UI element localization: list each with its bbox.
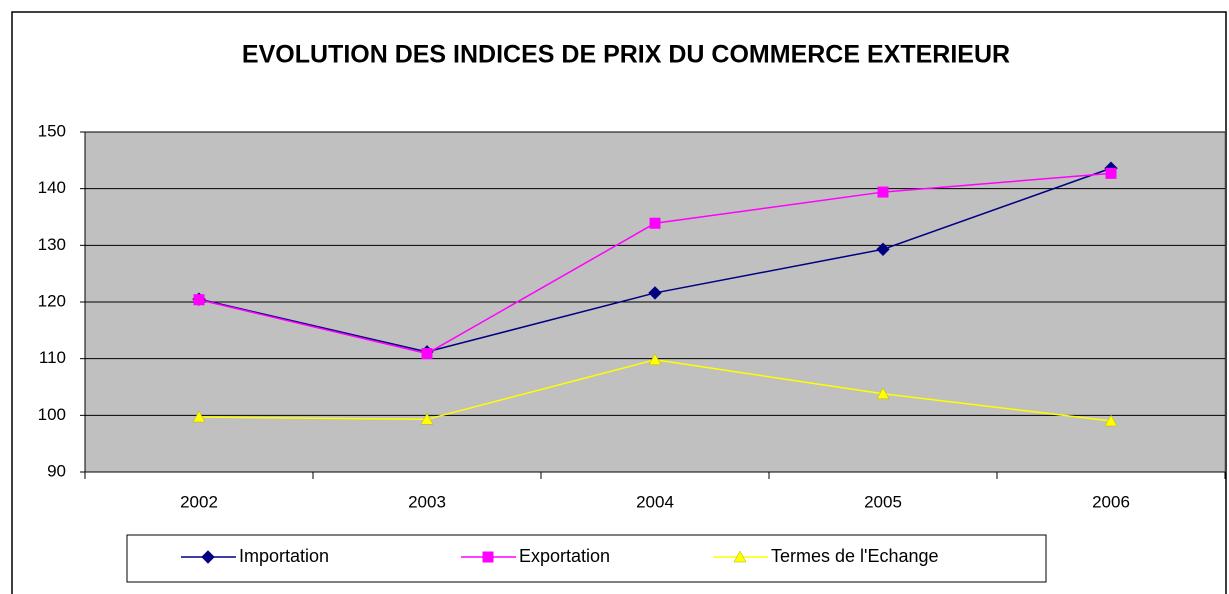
marker bbox=[876, 387, 890, 400]
y-tick-label: 130 bbox=[38, 235, 66, 254]
y-tick-label: 90 bbox=[47, 461, 66, 480]
y-tick-label: 150 bbox=[38, 121, 66, 140]
y-tick-label: 100 bbox=[38, 405, 66, 424]
marker bbox=[649, 217, 661, 229]
marker bbox=[1104, 414, 1118, 427]
marker bbox=[192, 410, 206, 423]
marker bbox=[420, 412, 434, 425]
legend-label: Importation bbox=[239, 546, 329, 566]
marker bbox=[733, 550, 747, 563]
x-tick-label: 2004 bbox=[636, 492, 674, 511]
marker bbox=[482, 551, 494, 563]
marker bbox=[648, 286, 662, 300]
marker bbox=[877, 186, 889, 198]
y-tick-label: 140 bbox=[38, 178, 66, 197]
marker bbox=[876, 242, 890, 257]
y-tick-label: 110 bbox=[39, 348, 66, 367]
marker bbox=[193, 294, 205, 306]
legend bbox=[126, 534, 1047, 583]
x-tick-label: 2003 bbox=[408, 492, 446, 511]
marker bbox=[648, 353, 662, 366]
x-tick-label: 2002 bbox=[180, 492, 218, 511]
x-tick-label: 2006 bbox=[1092, 492, 1130, 511]
x-tick-label: 2005 bbox=[864, 492, 902, 511]
marker bbox=[1105, 167, 1117, 179]
chart-title: EVOLUTION DES INDICES DE PRIX DU COMMERC… bbox=[242, 41, 1010, 69]
y-tick-label: 120 bbox=[38, 291, 66, 310]
marker bbox=[201, 550, 215, 564]
legend-label: Termes de l'Echange bbox=[771, 546, 939, 566]
legend-label: Exportation bbox=[519, 546, 610, 566]
marker bbox=[421, 348, 433, 360]
